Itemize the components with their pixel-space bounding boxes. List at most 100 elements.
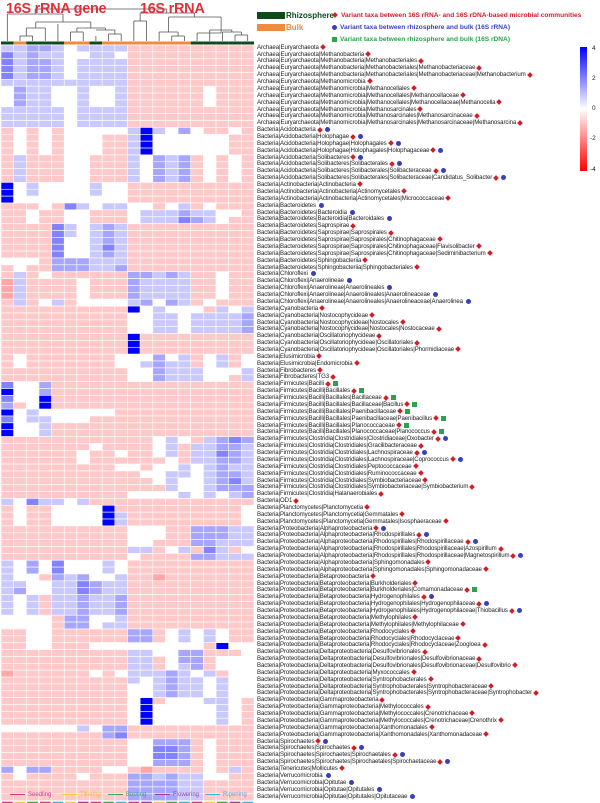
heatmap-cell	[13, 580, 27, 589]
heatmap-cell	[241, 44, 255, 53]
heatmap-cell	[152, 340, 166, 348]
taxon-name: Bacteria|Firmicutes|Clostridia|Clostridi…	[257, 449, 413, 457]
taxon-name: Bacteria|Elusimicrobia	[257, 352, 315, 360]
heatmap-cell	[114, 697, 128, 705]
heatmap-cell	[165, 580, 179, 589]
heatmap-cell	[63, 772, 78, 781]
heatmap-cell	[114, 463, 128, 472]
heatmap-cell	[215, 202, 230, 211]
heatmap-cell	[101, 58, 116, 66]
heatmap-cell	[241, 573, 255, 582]
taxon-name: Bacteria|Chloroflexi	[257, 270, 308, 278]
heatmap-cell	[51, 85, 65, 94]
heatmap-cell	[190, 484, 204, 492]
heatmap-cell	[13, 264, 27, 273]
heatmap-cell	[63, 58, 78, 66]
row-label: Bacteria|Proteobacteria|Deltaproteobacte…	[257, 676, 434, 684]
heatmap-cell	[114, 216, 128, 224]
heatmap-cell	[215, 319, 230, 327]
heatmap-cell	[38, 628, 52, 637]
row-label: Bacteria|Planctomycetes|Planctomycetia|G…	[257, 518, 449, 526]
heatmap-cell	[241, 395, 255, 403]
heatmap-cell	[152, 601, 166, 609]
heatmap-cell	[190, 250, 204, 259]
heatmap-cell	[114, 298, 128, 307]
heatmap-cell	[38, 195, 52, 204]
heatmap-cell	[114, 580, 128, 589]
heatmap-cell	[101, 580, 116, 589]
heatmap-cell	[76, 319, 90, 327]
heatmap-cell	[89, 223, 103, 231]
diamond-icon	[425, 559, 432, 566]
heatmap-cell	[114, 388, 128, 396]
heatmap-cell	[165, 662, 179, 671]
heatmap-cell	[76, 456, 90, 465]
heatmap-cell	[63, 573, 78, 582]
heatmap-cell	[89, 271, 103, 279]
heatmap-cell	[0, 683, 14, 692]
heatmap-cell	[51, 319, 65, 327]
heatmap-cell	[152, 65, 166, 73]
heatmap-cell	[25, 209, 40, 218]
heatmap-cell	[165, 752, 179, 760]
heatmap-cell	[203, 518, 217, 527]
heatmap-cell	[127, 292, 141, 300]
heatmap-cell	[152, 676, 166, 685]
heatmap-cell	[215, 656, 230, 664]
heatmap-cell	[76, 161, 90, 169]
heatmap-cell	[165, 250, 179, 259]
heatmap-cell	[51, 264, 65, 273]
square-icon	[403, 422, 409, 428]
heatmap-cell	[139, 724, 154, 733]
heatmap-cell	[25, 656, 40, 664]
line-icon	[62, 793, 77, 796]
heatmap-cell	[63, 429, 78, 437]
heatmap-cell	[127, 401, 141, 410]
heatmap-cell	[177, 367, 192, 376]
heatmap-cell	[89, 504, 103, 513]
heatmap-cell	[139, 79, 154, 87]
heatmap-cell	[0, 498, 14, 506]
row-label: Bacteria|Bacteroidetes|Saprospirae|Sapro…	[257, 250, 493, 258]
sample-group-bar	[76, 41, 90, 45]
heatmap-cell	[127, 711, 141, 719]
heatmap-cell	[0, 264, 14, 273]
heatmap-cell	[51, 614, 65, 623]
row-label: Bacteria|Acidobacteria|Holophagae|Holoph…	[257, 147, 444, 155]
heatmap-cell	[203, 443, 217, 451]
heatmap-cell	[25, 326, 40, 334]
heatmap-cell	[165, 477, 179, 485]
heatmap-cell	[89, 772, 103, 781]
heatmap-cell	[139, 443, 154, 451]
heatmap-cell	[13, 690, 27, 698]
heatmap-cell	[76, 127, 90, 135]
heatmap-cell	[114, 766, 128, 774]
diamond-icon	[413, 449, 420, 456]
heatmap-cell	[190, 202, 204, 211]
heatmap-cell	[215, 532, 230, 540]
heatmap-cell	[139, 134, 154, 142]
taxon-name: Bacteria|Bacteroidetes|Saprospirae|Sapro…	[257, 242, 475, 250]
heatmap-cell	[63, 731, 78, 740]
taxon-name: Bacteria|Bacteroidetes	[257, 201, 316, 209]
heatmap-cell	[76, 79, 90, 87]
heatmap-cell	[177, 292, 192, 300]
heatmap-cell	[51, 717, 65, 726]
heatmap-cell	[190, 463, 204, 472]
heatmap-cell	[165, 147, 179, 156]
heatmap-cell	[215, 292, 230, 300]
heatmap-cell	[76, 621, 90, 630]
heatmap-cell	[76, 305, 90, 314]
heatmap-cell	[76, 278, 90, 286]
heatmap-cell	[190, 635, 204, 643]
heatmap-cell	[241, 216, 255, 224]
circle-icon	[442, 436, 448, 442]
heatmap-cell	[63, 209, 78, 218]
row-label: Archaea|Euryarchaeota|Methanobacteria	[257, 51, 372, 59]
heatmap-cell	[139, 532, 154, 540]
heatmap-cell	[25, 511, 40, 520]
taxon-name: Bacteria|Planctomycetes|Planctomycetia|G…	[257, 510, 399, 518]
heatmap-cell	[177, 360, 192, 369]
heatmap-cell	[165, 594, 179, 602]
heatmap-cell	[127, 443, 141, 451]
